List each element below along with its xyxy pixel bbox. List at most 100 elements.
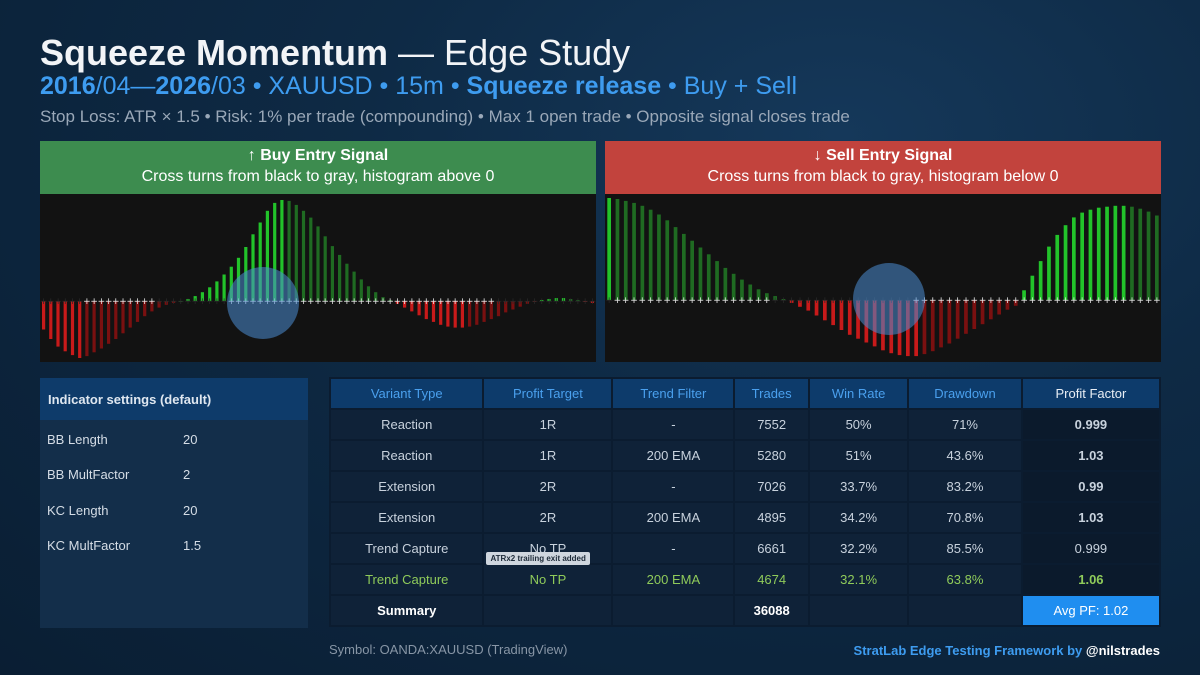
col-trades: Trades bbox=[735, 379, 808, 408]
squeeze-dot: + bbox=[560, 297, 568, 307]
squeeze-dot: + bbox=[788, 296, 796, 306]
histogram-bar bbox=[424, 301, 428, 320]
histogram-bar bbox=[939, 300, 943, 348]
histogram-bar bbox=[518, 301, 522, 307]
histogram-bar bbox=[715, 261, 719, 300]
squeeze-dot: + bbox=[639, 296, 647, 306]
histogram-bar bbox=[1096, 207, 1101, 300]
table-cell: 32.2% bbox=[810, 534, 908, 563]
squeeze-dot: + bbox=[1012, 296, 1020, 306]
histogram-bar bbox=[773, 296, 777, 300]
table-cell: 50% bbox=[810, 410, 908, 439]
histogram-bar bbox=[1121, 205, 1126, 300]
histogram-bar bbox=[446, 301, 450, 327]
squeeze-dot: + bbox=[971, 296, 979, 306]
histogram-bar bbox=[748, 284, 753, 300]
histogram-bar bbox=[301, 210, 306, 301]
histogram-bar bbox=[623, 200, 628, 300]
histogram-bar bbox=[114, 301, 118, 339]
histogram-bar bbox=[42, 301, 46, 330]
histogram-bar bbox=[569, 299, 573, 301]
squeeze-dot: + bbox=[213, 297, 221, 307]
histogram-bar bbox=[1105, 206, 1109, 300]
histogram-bar bbox=[511, 301, 515, 310]
table-cell: 63.8% bbox=[909, 565, 1021, 594]
histogram-bar bbox=[403, 301, 407, 308]
summary-row: Summary 36088 Avg PF: 1.02 bbox=[331, 596, 1159, 625]
histogram-bar bbox=[798, 300, 802, 307]
histogram-bar bbox=[997, 300, 1001, 315]
table-cell: 4895 bbox=[735, 503, 808, 532]
histogram-bar bbox=[338, 254, 342, 301]
table-cell: Trend Capture bbox=[331, 565, 483, 594]
squeeze-dot: + bbox=[488, 297, 496, 307]
histogram-bar bbox=[1072, 217, 1076, 300]
page-subtitle: 2016/04—2026/03 • XAUUSD • 15m • Squeeze… bbox=[40, 72, 798, 100]
squeeze-dot: + bbox=[567, 297, 575, 307]
histogram-bar bbox=[453, 301, 457, 328]
histogram-bar bbox=[1013, 300, 1018, 306]
squeeze-dot: + bbox=[307, 297, 315, 307]
setting-kc-length: KC Length 20 bbox=[47, 503, 198, 518]
table-cell: Extension bbox=[331, 472, 483, 501]
histogram-bar bbox=[989, 300, 993, 320]
histogram-bar bbox=[121, 301, 125, 334]
histogram-bar bbox=[1047, 246, 1051, 300]
avg-profit-factor-badge: Avg PF: 1.02 bbox=[1022, 596, 1159, 625]
squeeze-dot: + bbox=[220, 297, 228, 307]
histogram-bar bbox=[914, 300, 918, 357]
squeeze-dot: + bbox=[838, 296, 846, 306]
squeeze-dot: + bbox=[365, 297, 373, 307]
squeeze-dot: + bbox=[495, 297, 503, 307]
squeeze-dot: + bbox=[805, 296, 813, 306]
squeeze-dot: + bbox=[415, 297, 423, 307]
squeeze-dot: + bbox=[62, 297, 70, 307]
table-cell: 0.999 bbox=[1022, 534, 1159, 563]
histogram-bar bbox=[1130, 206, 1134, 300]
histogram-bar bbox=[287, 200, 291, 301]
histogram-bar bbox=[316, 226, 320, 301]
histogram-bar bbox=[352, 271, 356, 301]
histogram-bar bbox=[381, 297, 385, 301]
table-cell: ATRx2 trailing exit added No TP bbox=[484, 552, 612, 594]
table-cell: Reaction bbox=[331, 410, 483, 439]
squeeze-dot: + bbox=[738, 296, 746, 306]
histogram-bar bbox=[640, 205, 645, 300]
squeeze-dot: + bbox=[929, 296, 937, 306]
squeeze-dot: + bbox=[589, 297, 596, 307]
squeeze-dot: + bbox=[163, 297, 171, 307]
histogram-bar bbox=[665, 220, 670, 300]
squeeze-dot: + bbox=[148, 297, 156, 307]
table-row-highlighted: Trend Capture ATRx2 trailing exit added N… bbox=[331, 552, 1159, 594]
histogram-bar bbox=[273, 202, 277, 301]
table-cell: 0.999 bbox=[1022, 410, 1159, 439]
squeeze-dot: + bbox=[358, 297, 366, 307]
histogram-bar bbox=[1038, 261, 1043, 300]
squeeze-dot: + bbox=[466, 297, 474, 307]
buy-histogram-svg: + + + + + + + + + + + + + + + + + + + + + + + + + + + + + + + + + + + + + + + +… bbox=[40, 200, 596, 358]
histogram-bar bbox=[107, 301, 111, 344]
histogram-bar bbox=[193, 296, 197, 301]
histogram-bar bbox=[823, 300, 827, 321]
histogram-bar bbox=[395, 301, 399, 304]
table-row: Reaction 1R -7552 50% 71% 0.999 bbox=[331, 410, 1159, 439]
squeeze-dot: + bbox=[83, 297, 91, 307]
histogram-bar bbox=[831, 300, 835, 326]
indicator-settings-panel: Indicator settings (default) BB Length 20… bbox=[40, 378, 308, 628]
table-cell: 200 EMA bbox=[613, 565, 734, 594]
squeeze-dot: + bbox=[1045, 296, 1053, 306]
squeeze-dot: + bbox=[206, 297, 214, 307]
table-cell: 6661 bbox=[735, 534, 808, 563]
histogram-bar bbox=[1030, 275, 1035, 300]
buy-signal-heading: ↑ Buy Entry Signal bbox=[247, 147, 389, 164]
setting-bb-length: BB Length 20 bbox=[47, 432, 198, 447]
table-cell bbox=[613, 596, 734, 625]
table-cell: 83.2% bbox=[909, 472, 1021, 501]
squeeze-dot: + bbox=[755, 296, 763, 306]
squeeze-dot: + bbox=[502, 297, 510, 307]
squeeze-dot: + bbox=[1087, 296, 1095, 306]
histogram-bar bbox=[964, 300, 968, 334]
histogram-bar bbox=[723, 267, 728, 300]
squeeze-dot: + bbox=[680, 296, 688, 306]
table-cell: 43.6% bbox=[909, 441, 1021, 470]
